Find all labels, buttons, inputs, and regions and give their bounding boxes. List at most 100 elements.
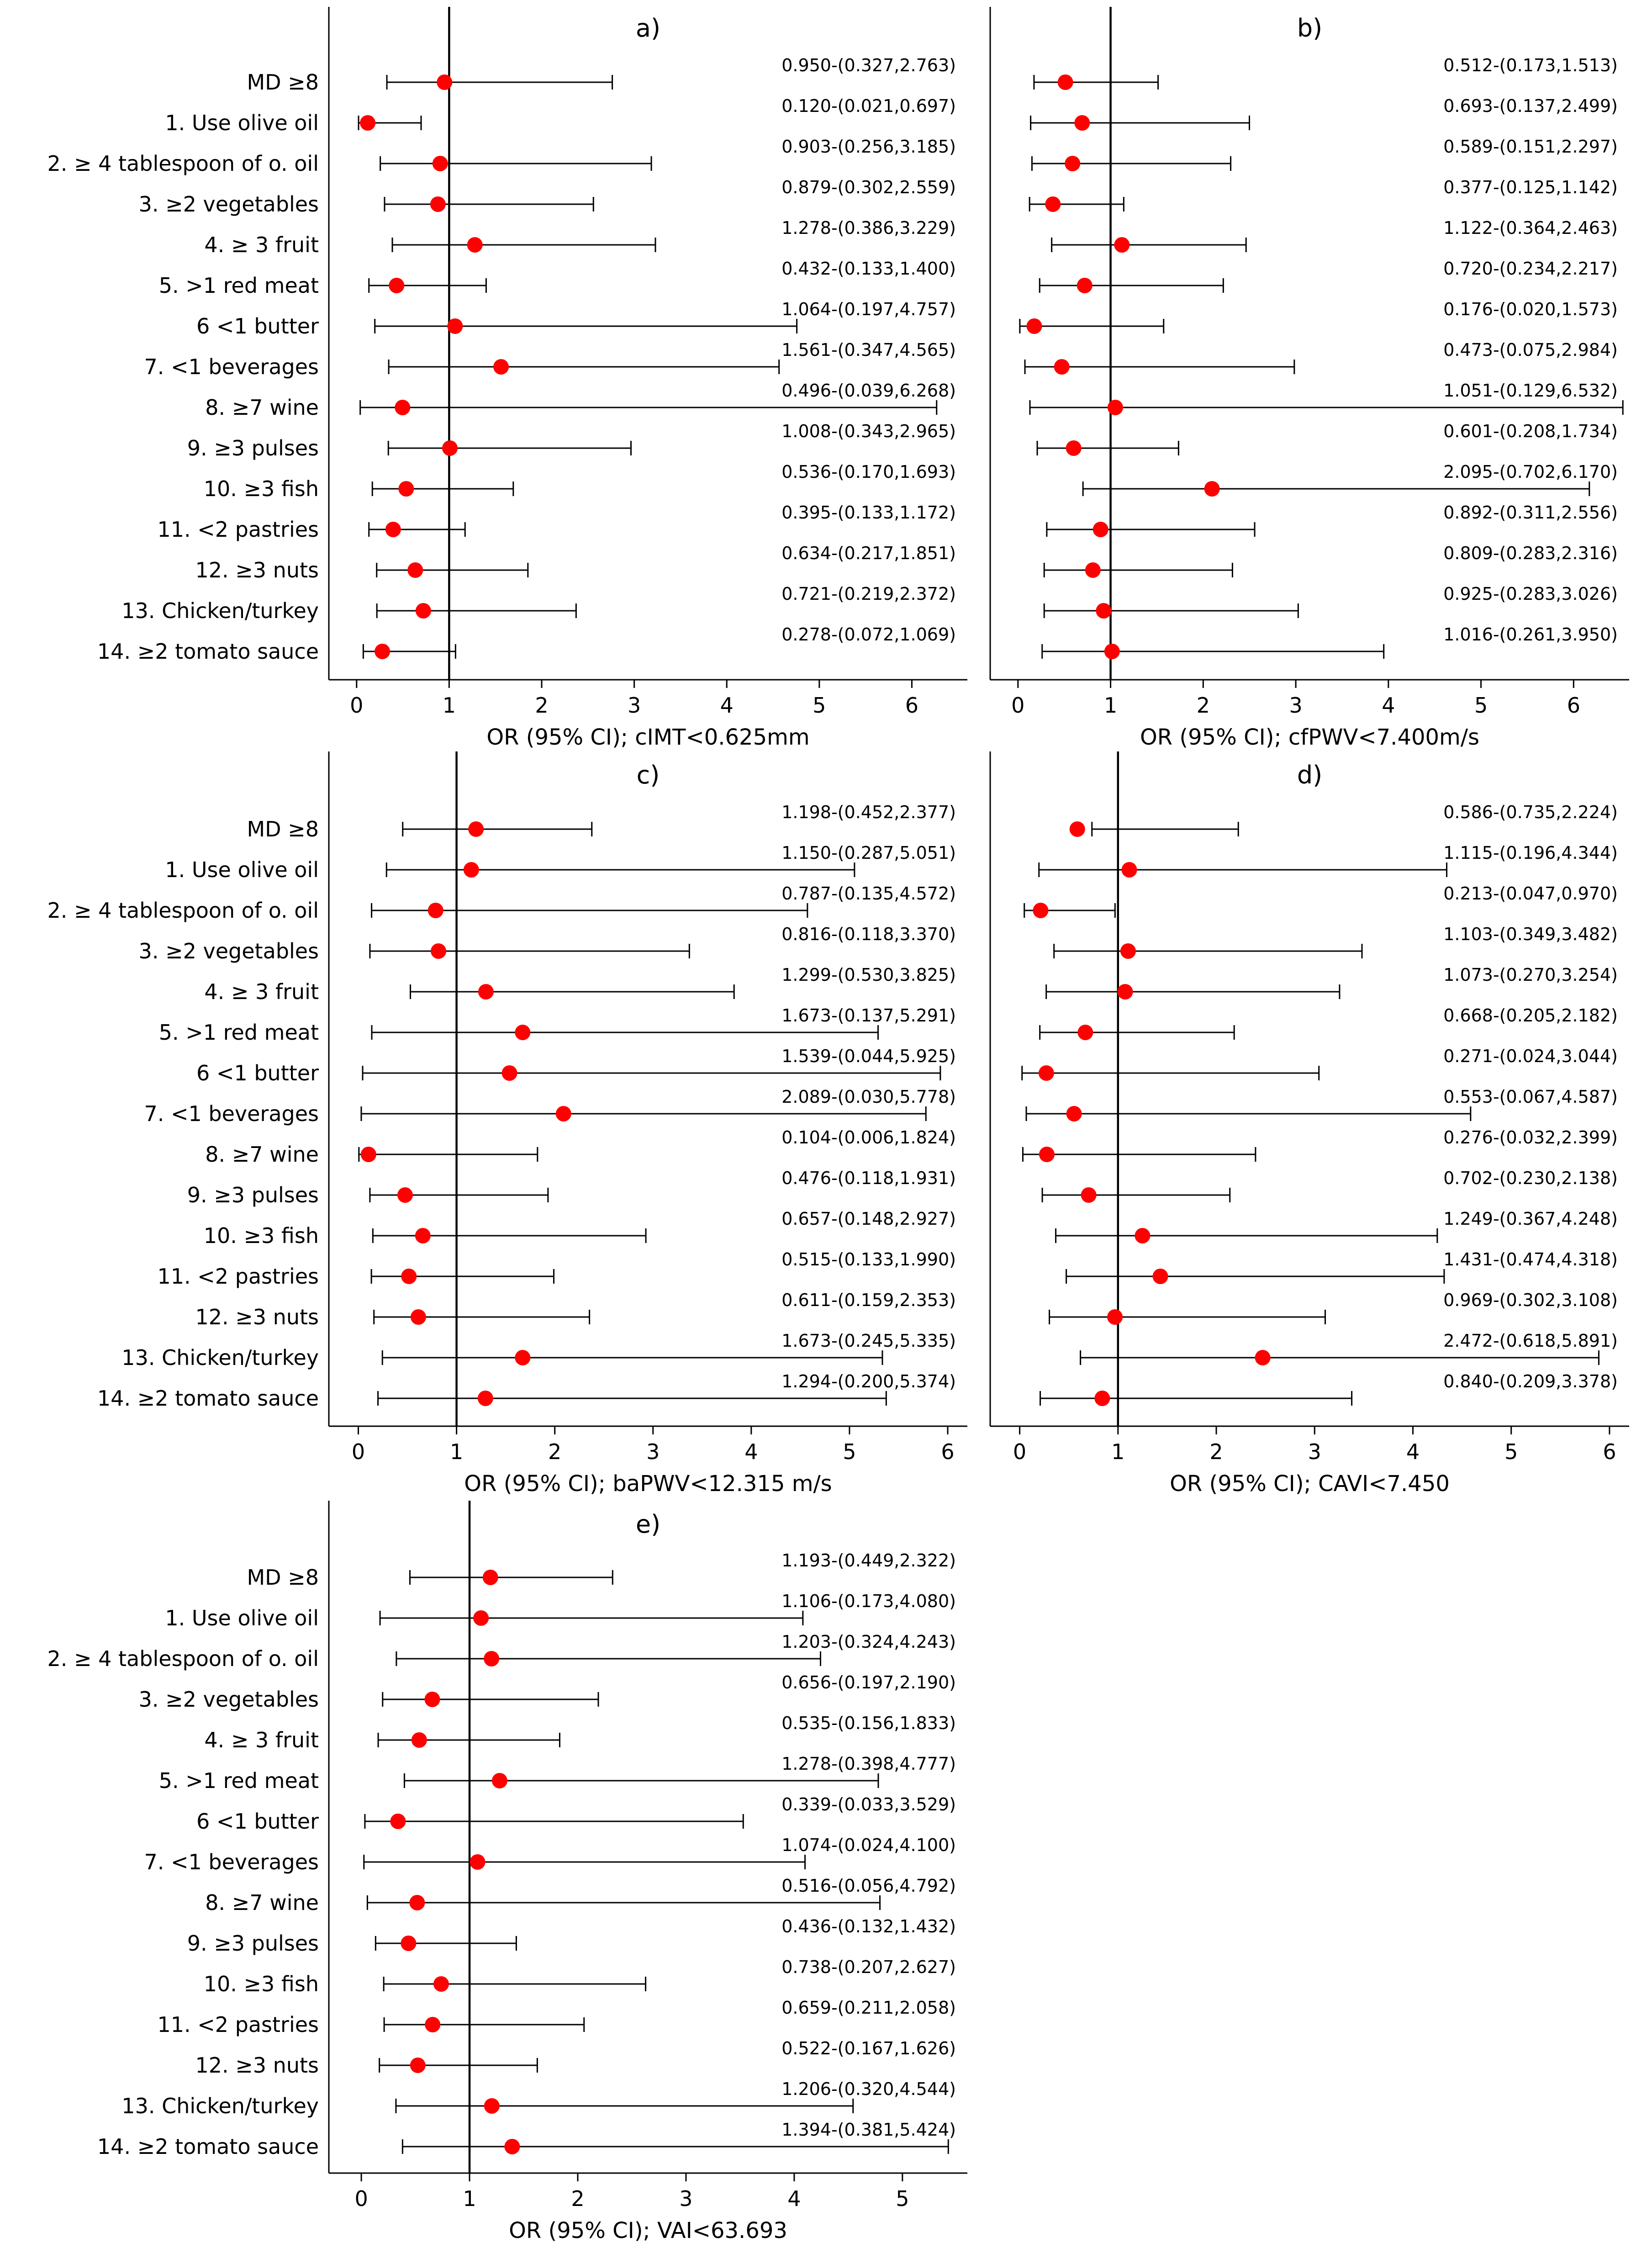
x-tick-label: 1 xyxy=(1104,693,1117,718)
x-tick-label: 0 xyxy=(1013,1439,1026,1464)
category-label: 12. ≥3 nuts xyxy=(195,2053,319,2078)
or-value-label: 1.122-(0.364,2.463) xyxy=(1443,218,1618,238)
or-value-label: 1.073-(0.270,3.254) xyxy=(1443,965,1618,985)
or-value-label: 1.193-(0.449,2.322) xyxy=(781,1550,956,1571)
x-tick-label: 0 xyxy=(1011,693,1024,718)
or-point xyxy=(1057,74,1073,90)
category-label: 8. ≥7 wine xyxy=(205,1890,319,1915)
or-value-label: 0.120-(0.021,0.697) xyxy=(781,96,956,116)
or-point xyxy=(470,1854,486,1870)
or-point xyxy=(401,1936,417,1951)
or-point xyxy=(360,1147,376,1162)
or-value-label: 0.476-(0.118,1.931) xyxy=(781,1168,956,1188)
or-value-label: 0.787-(0.135,4.572) xyxy=(781,883,956,904)
or-value-label: 1.561-(0.347,4.565) xyxy=(781,340,956,360)
category-label: 6 <1 butter xyxy=(196,314,319,339)
or-point xyxy=(1096,603,1112,619)
or-value-label: 0.276-(0.032,2.399) xyxy=(1443,1127,1618,1148)
or-value-label: 0.659-(0.211,2.058) xyxy=(781,1998,956,2018)
or-point xyxy=(1093,522,1108,537)
or-point xyxy=(447,318,463,334)
or-value-label: 2.089-(0.030,5.778) xyxy=(781,1087,956,1107)
or-value-label: 0.278-(0.072,1.069) xyxy=(781,624,956,645)
panel-title: d) xyxy=(1297,761,1322,789)
or-value-label: 0.892-(0.311,2.556) xyxy=(1443,503,1618,523)
or-value-label: 0.213-(0.047,0.970) xyxy=(1443,883,1618,904)
or-point xyxy=(410,1309,426,1325)
or-value-label: 0.522-(0.167,1.626) xyxy=(781,2038,956,2058)
category-label: 7. <1 beverages xyxy=(144,354,319,379)
or-value-label: 0.950-(0.327,2.763) xyxy=(781,55,956,75)
or-point xyxy=(477,1391,493,1406)
category-label: 11. <2 pastries xyxy=(157,517,319,542)
or-point xyxy=(1120,943,1136,959)
or-point xyxy=(432,156,448,171)
x-tick-label: 2 xyxy=(1209,1439,1223,1464)
or-point xyxy=(1152,1269,1168,1284)
or-value-label: 0.611-(0.159,2.353) xyxy=(781,1290,956,1310)
x-tick-label: 3 xyxy=(679,2186,692,2211)
or-value-label: 0.395-(0.133,1.172) xyxy=(781,503,956,523)
or-value-label: 1.115-(0.196,4.344) xyxy=(1443,843,1618,863)
or-point xyxy=(389,278,405,293)
category-label: 14. ≥2 tomato sauce xyxy=(97,1386,319,1411)
x-axis-label: OR (95% CI); VAI<63.693 xyxy=(509,2218,787,2243)
or-point xyxy=(1077,278,1093,293)
or-value-label: 1.064-(0.197,4.757) xyxy=(781,299,956,319)
or-value-label: 0.339-(0.033,3.529) xyxy=(781,1794,956,1814)
or-value-label: 1.539-(0.044,5.925) xyxy=(781,1046,956,1066)
category-label: 7. <1 beverages xyxy=(144,1850,319,1874)
or-point xyxy=(1033,903,1049,918)
or-point xyxy=(431,943,447,959)
or-point xyxy=(409,1895,425,1910)
or-point xyxy=(482,1570,498,1585)
or-point xyxy=(1117,984,1133,1000)
or-value-label: 0.925-(0.283,3.026) xyxy=(1443,584,1618,604)
panel-title: e) xyxy=(636,1510,660,1539)
or-value-label: 0.657-(0.148,2.927) xyxy=(781,1209,956,1229)
category-label: 14. ≥2 tomato sauce xyxy=(97,639,319,664)
category-label: 6 <1 butter xyxy=(196,1809,319,1834)
or-value-label: 0.473-(0.075,2.984) xyxy=(1443,340,1618,360)
x-tick-label: 4 xyxy=(1382,693,1395,718)
or-point xyxy=(1135,1228,1151,1243)
or-point xyxy=(501,1065,517,1081)
or-value-label: 0.496-(0.039,6.268) xyxy=(781,381,956,401)
or-value-label: 0.840-(0.209,3.378) xyxy=(1443,1371,1618,1391)
or-value-label: 0.515-(0.133,1.990) xyxy=(781,1249,956,1270)
or-value-label: 2.472-(0.618,5.891) xyxy=(1443,1331,1618,1351)
or-point xyxy=(411,1732,427,1748)
or-point xyxy=(1081,1187,1097,1203)
or-point xyxy=(425,2017,441,2032)
x-axis-label: OR (95% CI); cfPWV<7.400m/s xyxy=(1140,725,1479,750)
or-point xyxy=(1066,1106,1082,1121)
forest-panel-3: c) 0 1 2 3 4 5 6 OR (95% CI); baPWV<12.315 m/s MD… xyxy=(47,751,967,1497)
or-point xyxy=(410,2058,426,2073)
or-point xyxy=(515,1025,531,1040)
category-label: 11. <2 pastries xyxy=(157,2012,319,2037)
category-label: 4. ≥ 3 fruit xyxy=(204,1728,319,1752)
x-tick-label: 6 xyxy=(1567,693,1580,718)
or-value-label: 1.278-(0.386,3.229) xyxy=(781,218,956,238)
category-label: 8. ≥7 wine xyxy=(205,395,319,420)
or-value-label: 0.702-(0.230,2.138) xyxy=(1443,1168,1618,1188)
x-tick-label: 0 xyxy=(352,1439,365,1464)
or-point xyxy=(1054,359,1070,375)
or-value-label: 0.176-(0.020,1.573) xyxy=(1443,299,1618,319)
x-tick-label: 2 xyxy=(571,2186,584,2211)
or-point xyxy=(1204,481,1220,497)
or-point xyxy=(385,522,401,537)
or-point xyxy=(1038,1065,1054,1081)
x-axis-label: OR (95% CI); CAVI<7.450 xyxy=(1170,1471,1450,1497)
or-value-label: 0.589-(0.151,2.297) xyxy=(1443,137,1618,157)
or-point xyxy=(491,1773,507,1788)
or-point xyxy=(1039,1147,1055,1162)
category-label: 12. ≥3 nuts xyxy=(195,1305,319,1329)
x-tick-label: 4 xyxy=(1406,1439,1420,1464)
category-label: 7. <1 beverages xyxy=(144,1101,319,1126)
or-point xyxy=(1121,862,1137,878)
or-value-label: 0.512-(0.173,1.513) xyxy=(1443,55,1618,75)
or-value-label: 1.394-(0.381,5.424) xyxy=(781,2120,956,2140)
category-label: 3. ≥2 vegetables xyxy=(139,939,319,963)
category-label: 9. ≥3 pulses xyxy=(187,1931,319,1956)
